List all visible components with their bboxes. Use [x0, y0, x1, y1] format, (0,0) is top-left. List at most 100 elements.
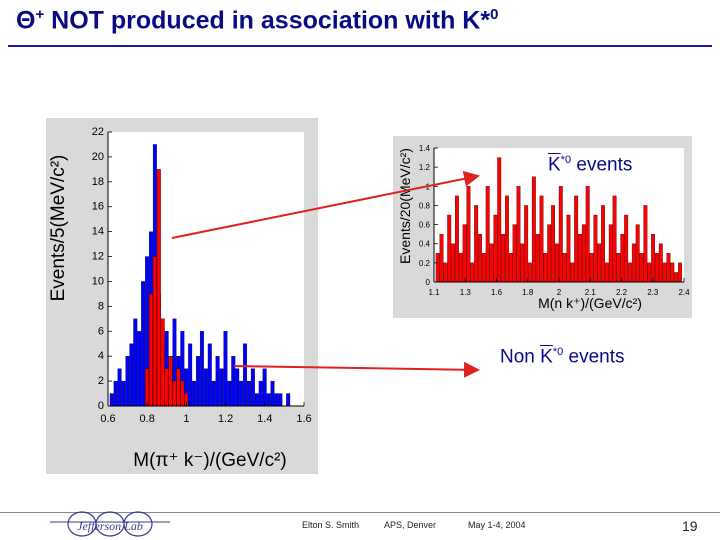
right-chart: 00.20.40.60.811.21.41.11.31.61.822.12.22…	[397, 144, 690, 311]
histogram-bar	[493, 214, 498, 283]
title-theta: Θ	[16, 6, 36, 35]
histogram-bar	[485, 186, 490, 283]
x-axis-label: M(π⁺ k⁻)/(GeV/c²)	[133, 450, 286, 471]
left-chart: 0 2 4 6 8 10 12 14 16 18 20 22 0.6 0.8 1 1.2 1.4 1.6 Event…	[48, 126, 312, 471]
histogram-bar	[231, 356, 236, 407]
histogram-bar	[270, 380, 275, 407]
histogram-bar	[574, 195, 579, 283]
annotation-kbar: K	[540, 346, 553, 368]
histogram-bar	[612, 195, 617, 283]
y-tick-label: 14	[92, 226, 104, 238]
histogram-bar	[608, 224, 613, 283]
histogram-bar	[258, 380, 263, 407]
annotation-pre: Non	[500, 346, 541, 368]
x-tick-label: 1.4	[257, 413, 272, 425]
y-tick-label: 12	[92, 251, 104, 263]
y-tick-label: 0.2	[419, 259, 431, 268]
y-axis-label: Events/5(MeV/c²)	[48, 155, 69, 302]
histogram-bar	[593, 214, 598, 283]
y-tick-label: 0	[98, 400, 104, 412]
histogram-bar	[286, 393, 291, 407]
histogram-bar	[215, 356, 220, 407]
histogram-bar	[662, 262, 667, 283]
histogram-bar	[508, 253, 513, 283]
histogram-bar	[199, 331, 204, 407]
slide-title: Θ+ NOT produced in association with K*0	[16, 6, 498, 35]
histogram-bar	[207, 343, 212, 407]
histogram-bar	[274, 393, 279, 407]
histogram-bar	[137, 331, 142, 407]
histogram-bar	[616, 253, 621, 283]
histogram-bar	[658, 243, 663, 283]
histogram-bar	[223, 331, 228, 407]
y-tick-label: 20	[92, 151, 104, 163]
histogram-bar	[678, 262, 682, 283]
histogram-bar	[266, 393, 271, 407]
y-tick-label: 1.2	[419, 163, 431, 172]
histogram-bar	[524, 205, 529, 283]
y-tick-label: 0.8	[419, 201, 431, 210]
x-tick-label: 1.1	[428, 288, 440, 297]
footer-rule	[0, 512, 720, 513]
histogram-bar	[674, 272, 679, 283]
histogram-bar	[455, 195, 459, 283]
histogram-bar	[666, 253, 671, 283]
x-tick-label: 2.1	[585, 288, 597, 297]
histogram-bar	[451, 243, 456, 283]
arrow-bottom	[233, 361, 480, 378]
y-tick-label: 16	[92, 201, 104, 213]
histogram-bar	[164, 368, 169, 407]
histogram-bar	[531, 176, 536, 283]
histogram-bar	[581, 224, 586, 283]
footer-date: May 1-4, 2004	[468, 520, 526, 530]
x-tick-label: 1.8	[522, 288, 534, 297]
y-tick-label: 4	[98, 350, 104, 362]
histogram-bar	[192, 380, 197, 407]
y-axis-label: Events/20(MeV/c²)	[397, 148, 413, 264]
histogram-bar	[176, 368, 181, 407]
y-tick-label: 6	[98, 325, 104, 337]
x-tick-label: 2.3	[647, 288, 659, 297]
histogram-bar	[605, 262, 609, 283]
histogram-bar	[211, 380, 216, 407]
histogram-bar	[168, 356, 173, 407]
y-tick-label: 10	[92, 275, 104, 287]
histogram-bar	[243, 343, 248, 407]
title-underline	[8, 45, 712, 47]
annotation-rest: events	[571, 154, 633, 176]
histogram-bar	[239, 380, 244, 407]
y-tick-label: 2	[98, 375, 104, 387]
histogram-bar	[505, 195, 509, 283]
histogram-bar	[647, 262, 652, 283]
histogram-bar	[109, 393, 114, 407]
y-tick-label: 22	[92, 126, 104, 138]
histogram-bar	[447, 214, 452, 283]
title-theta-sup: +	[35, 6, 45, 23]
histogram-bar	[254, 393, 259, 407]
histogram-bar	[133, 318, 138, 407]
histogram-bar	[172, 380, 177, 407]
arrow-top	[171, 170, 480, 239]
histogram-bar	[156, 169, 161, 407]
histogram-bar	[539, 195, 544, 283]
histogram-bar	[149, 293, 153, 407]
title-text: NOT produced in association with K*	[44, 6, 491, 35]
page-number: 19	[682, 518, 698, 534]
histogram-bar	[196, 356, 200, 407]
y-tick-label: 8	[98, 300, 104, 312]
histogram-bar	[585, 186, 590, 283]
y-tick-label: 0.6	[419, 221, 431, 230]
histogram-bar	[121, 380, 126, 407]
histogram-bar	[597, 243, 602, 283]
x-tick-label: 0.6	[100, 413, 115, 425]
histogram-bar	[113, 380, 118, 407]
annotation-sup: *0	[552, 346, 564, 358]
histogram-bar	[489, 243, 494, 283]
x-tick-label: 1.2	[218, 413, 233, 425]
histogram-bar	[458, 253, 463, 283]
histogram-bar	[188, 343, 193, 407]
histogram-bar	[466, 186, 471, 283]
x-tick-label: 2	[557, 288, 562, 297]
footer-author: Elton S. Smith	[302, 520, 360, 530]
histogram-bar	[562, 253, 567, 283]
